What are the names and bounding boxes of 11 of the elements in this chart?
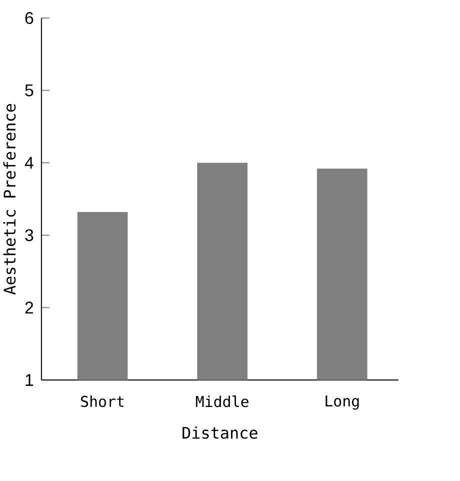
y-axis-title: Aesthetic Preference — [4, 104, 16, 295]
y-tick-label: 1 — [26, 374, 34, 386]
y-tick-label: 2 — [26, 302, 34, 314]
x-tick-label: Short — [81, 396, 124, 408]
x-tick-label: Long — [326, 396, 359, 410]
y-tick-label: 4 — [25, 156, 34, 169]
y-tick-label: 3 — [25, 229, 34, 242]
y-tick-label: 5 — [25, 84, 34, 96]
x-tick-label: Middle — [196, 396, 249, 408]
x-axis-title: Distance — [182, 426, 258, 439]
y-tick-label: 6 — [26, 12, 34, 24]
